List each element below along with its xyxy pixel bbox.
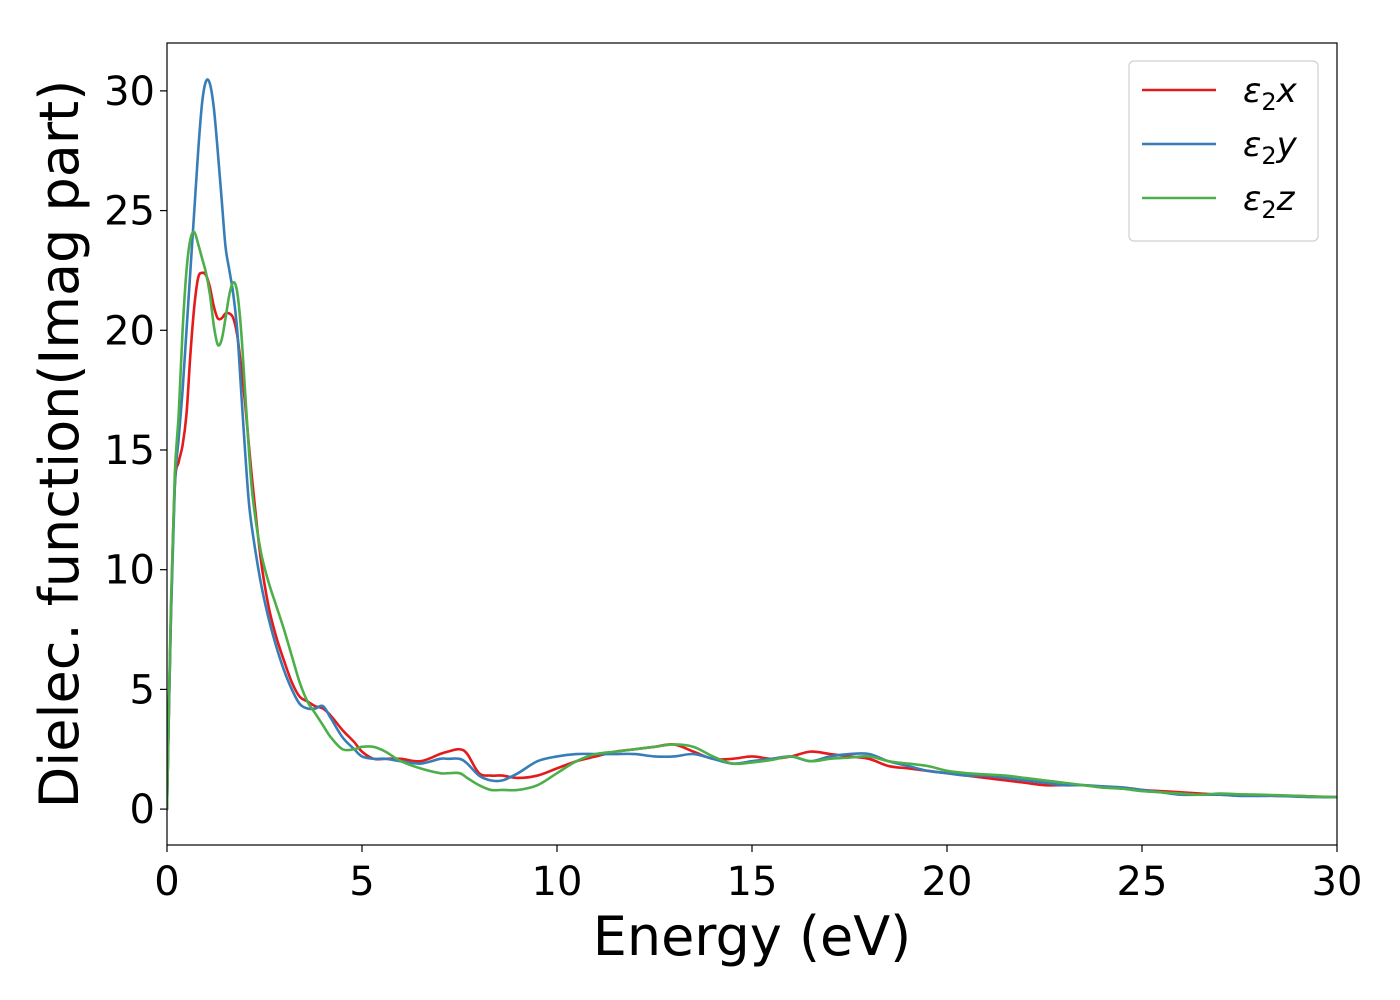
x-tick-label: 0 (154, 859, 179, 905)
x-tick-label: 30 (1312, 859, 1363, 905)
y-axis: 0 5 10 15 20 25 30 (104, 69, 167, 833)
legend-label-y: ε2y (1243, 125, 1298, 170)
y-tick-label: 0 (130, 787, 155, 833)
legend-label-z: ε2z (1243, 179, 1296, 224)
x-tick-label: 25 (1117, 859, 1168, 905)
series-layer (167, 78, 1337, 811)
x-axis-label: Energy (eV) (593, 905, 912, 968)
legend-label-x: ε2x (1243, 71, 1298, 116)
y-tick-label: 20 (104, 308, 155, 354)
y-tick-label: 25 (104, 189, 155, 235)
y-tick-label: 15 (104, 428, 155, 474)
x-axis: 0 5 10 15 20 25 30 (154, 845, 1362, 905)
y-tick-label: 30 (104, 69, 155, 115)
legend: ε2x ε2y ε2z (1128, 60, 1319, 242)
legend-box (1128, 60, 1319, 242)
y-tick-label: 5 (130, 667, 155, 713)
y-axis-label: Dielec. function(Imag part) (28, 80, 91, 809)
x-tick-label: 10 (532, 859, 583, 905)
series-line-z (167, 230, 1337, 811)
series-line-x (167, 271, 1337, 811)
x-tick-label: 20 (922, 859, 973, 905)
x-tick-label: 15 (727, 859, 778, 905)
series-line-y (167, 78, 1337, 811)
x-tick-label: 5 (349, 859, 374, 905)
y-tick-label: 10 (104, 548, 155, 594)
